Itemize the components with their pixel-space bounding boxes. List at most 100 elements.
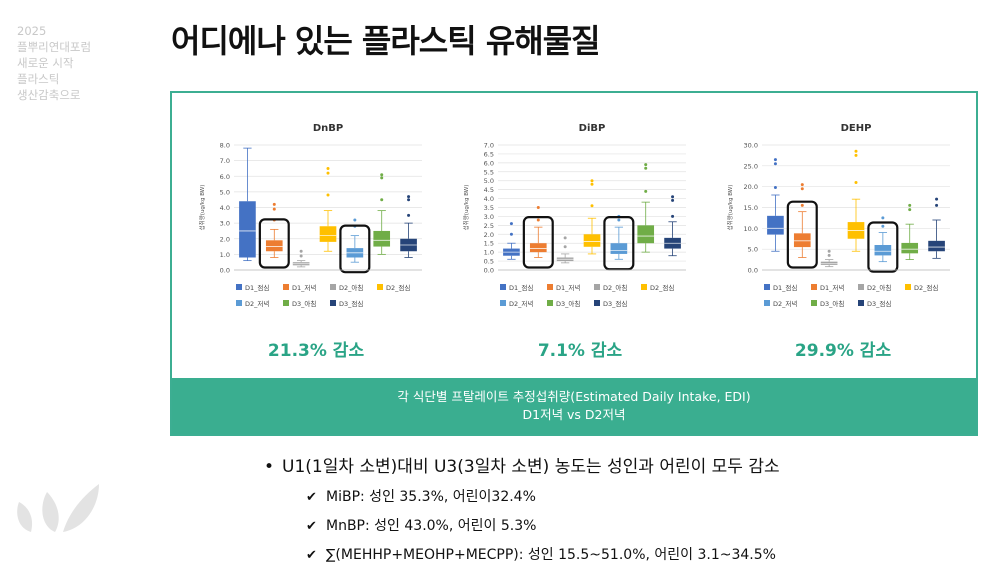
box-D2_아침 xyxy=(820,249,838,268)
outlier-point xyxy=(326,166,330,170)
outlier-point xyxy=(908,208,912,212)
legend-label: D2_아침 xyxy=(867,283,891,292)
y-tick-label: 0.5 xyxy=(484,258,494,266)
legend-swatch xyxy=(330,300,336,306)
outlier-point xyxy=(563,245,567,249)
outlier-point xyxy=(935,203,939,207)
outlier-point xyxy=(881,224,885,228)
legend-label: D2_저녁 xyxy=(509,299,533,308)
slide-title: 어디에나 있는 플라스틱 유해물질 xyxy=(171,22,601,60)
legend-swatch xyxy=(811,300,817,306)
legend-label: D2_점심 xyxy=(386,283,410,292)
outlier-point xyxy=(800,183,804,187)
legend-label: D1_점심 xyxy=(245,283,269,292)
legend-swatch xyxy=(858,300,864,306)
caption-line-1: 각 식단별 프탈레이트 추정섭취량(Estimated Daily Intake… xyxy=(397,389,751,404)
box-D3_점심 xyxy=(664,195,681,257)
caption-band: 각 식단별 프탈레이트 추정섭취량(Estimated Daily Intake… xyxy=(172,378,976,434)
legend-label: D3_아침 xyxy=(820,299,844,308)
outlier-point xyxy=(854,153,858,157)
box-D3_아침 xyxy=(637,163,655,253)
legend-swatch xyxy=(283,284,289,290)
y-tick-label: 0.0 xyxy=(220,267,230,275)
outlier-point xyxy=(563,236,567,240)
checkmark-icon: ✔ xyxy=(306,490,317,505)
y-tick-label: 1.0 xyxy=(484,249,494,257)
box-D2_점심 xyxy=(319,166,337,252)
dnbp-chart: DnBP 0.0 1.0 2.0 3.0 4.0 5.0 6.0 7.0 8.0 섭취량(ug/kg… xyxy=(182,93,432,333)
box-D2_저녁 xyxy=(610,214,628,260)
legend-swatch xyxy=(858,284,864,290)
highlight-box xyxy=(867,221,899,273)
box-body xyxy=(928,240,945,252)
legend-label: D3_아침 xyxy=(556,299,580,308)
dehp-chart: DEHP 0.0 5.0 10.0 15.0 20.0 25.0 30.0 섭취량(ug/kg … xyxy=(710,93,960,333)
main-bullet-text: U1(1일차 소변)대비 U3(3일차 소변) 농도는 성인과 어린이 모두 감… xyxy=(282,457,780,477)
y-tick-label: 3.0 xyxy=(484,213,494,221)
outlier-point xyxy=(773,162,777,166)
y-tick-label: 0.0 xyxy=(484,267,494,275)
sidebar-line: 2025 xyxy=(17,24,47,38)
y-axis-label: 섭취량(ug/kg BW) xyxy=(726,185,734,231)
outlier-point xyxy=(407,198,411,202)
box-body xyxy=(265,240,283,252)
outlier-point xyxy=(590,179,594,183)
y-tick-label: 5.5 xyxy=(484,168,494,176)
sidebar-line: 새로운 시작 xyxy=(17,56,74,70)
charts-row: DnBP 0.0 1.0 2.0 3.0 4.0 5.0 6.0 7.0 8.0 섭취량(ug/kg… xyxy=(172,93,976,378)
y-tick-label: 5.0 xyxy=(484,177,494,185)
legend-swatch xyxy=(377,284,383,290)
outlier-point xyxy=(773,186,777,189)
dibp-chart: DiBP 0.0 0.5 1.0 1.5 2.0 2.5 3.0 3.5 4.0 4.5 5.0 5.5… xyxy=(446,93,696,333)
highlight-box xyxy=(258,218,290,269)
outlier-point xyxy=(671,198,675,202)
box-body xyxy=(373,230,391,247)
box-D1_저녁 xyxy=(793,183,811,258)
legend-swatch xyxy=(594,284,600,290)
sidebar-line: 생산감축으로 xyxy=(17,88,81,102)
legend-swatch xyxy=(330,284,336,290)
outlier-point xyxy=(854,149,858,153)
sub-bullet: ✔ ∑(MEHHP+MEOHP+MECPP): 성인 15.5~51.0%, 어린… xyxy=(306,544,984,564)
outlier-point xyxy=(407,195,411,199)
legend-label: D3_점심 xyxy=(339,299,363,308)
outlier-point xyxy=(644,166,648,170)
dehp-reduction-label: 29.9% 감소 xyxy=(794,341,892,361)
box-D2_아침 xyxy=(292,249,310,268)
y-tick-label: 6.0 xyxy=(484,159,494,167)
legend-label: D2_점심 xyxy=(650,283,674,292)
legend-swatch xyxy=(236,300,242,306)
outlier-point xyxy=(590,182,594,186)
highlight-box xyxy=(339,224,371,274)
legend-swatch xyxy=(641,284,647,290)
box-body xyxy=(529,243,547,253)
legend-swatch xyxy=(811,284,817,290)
outlier-point xyxy=(881,216,885,220)
outlier-point xyxy=(590,204,594,208)
legend-label: D1_저녁 xyxy=(820,283,844,292)
outlier-point xyxy=(536,206,540,209)
box-body xyxy=(901,242,919,254)
highlight-box xyxy=(786,200,818,269)
legend-label: D2_아침 xyxy=(603,283,627,292)
chart-panel: DnBP 0.0 1.0 2.0 3.0 4.0 5.0 6.0 7.0 8.0 섭취량(ug/kg… xyxy=(170,91,978,436)
y-tick-label: 1.5 xyxy=(484,240,494,248)
box-body xyxy=(319,226,337,242)
y-tick-label: 5.0 xyxy=(220,188,230,196)
caption-line-2: D1저녁 vs D2저녁 xyxy=(522,407,626,422)
legend-swatch xyxy=(905,284,911,290)
outlier-point xyxy=(671,195,675,199)
outlier-point xyxy=(380,173,384,177)
sidebar-caption: 2025 플뿌리연대포럼 새로운 시작 플라스틱 생산감축으로 xyxy=(17,23,147,103)
box-body xyxy=(610,243,628,254)
legend-swatch xyxy=(283,300,289,306)
leaf-logo-icon xyxy=(17,484,99,532)
y-axis-label: 섭취량(ug/kg BW) xyxy=(198,185,206,231)
y-tick-label: 7.0 xyxy=(484,142,494,150)
highlight-box xyxy=(603,216,635,271)
boxplot-svg: DnBP 0.0 1.0 2.0 3.0 4.0 5.0 6.0 7.0 8.0 섭취량(ug/kg… xyxy=(198,123,422,308)
box-body xyxy=(637,225,655,244)
outlier-point xyxy=(935,197,939,201)
outlier-point xyxy=(407,213,411,217)
y-tick-label: 2.0 xyxy=(484,231,494,239)
